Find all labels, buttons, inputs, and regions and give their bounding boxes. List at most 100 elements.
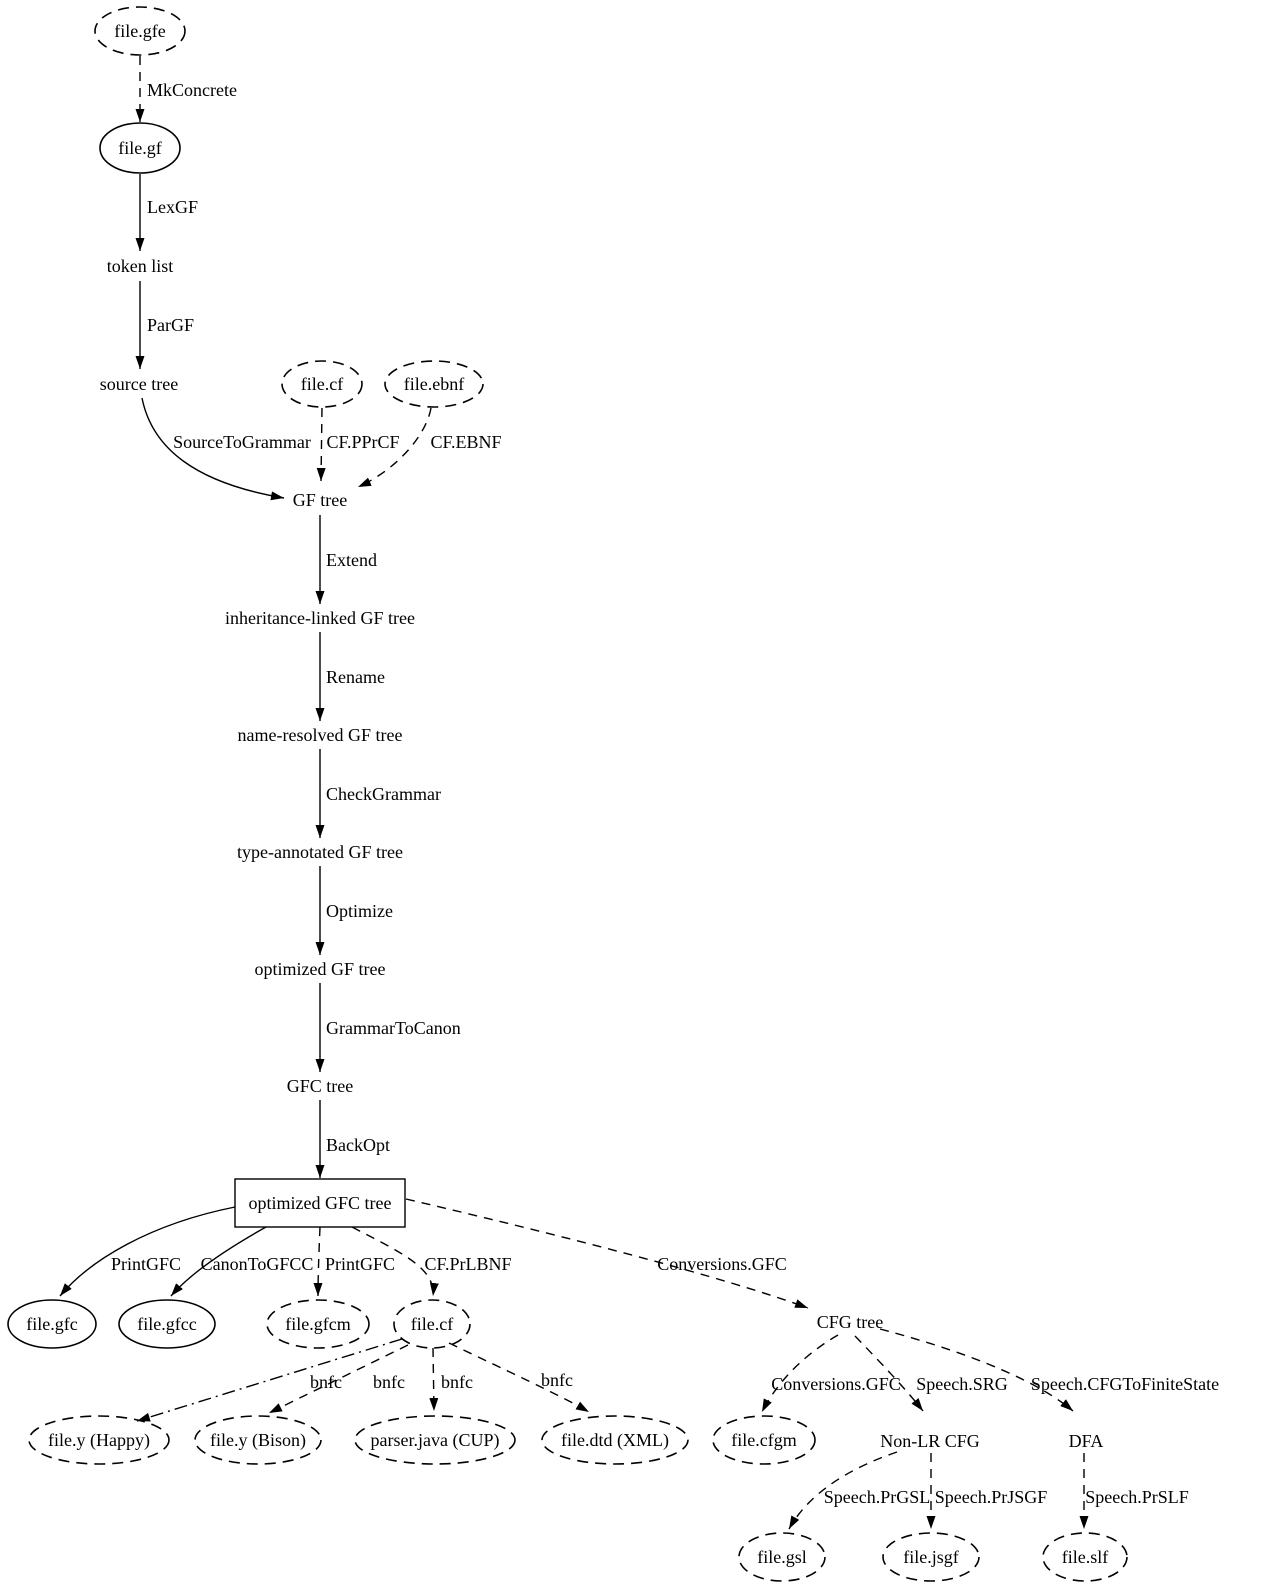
node-inheritance-linked-gf-tree: inheritance-linked GF tree <box>225 608 415 628</box>
edge-canontogfcc-line <box>170 1226 267 1297</box>
edge-bnfc-bison-label: bnfc <box>373 1372 405 1392</box>
edge-printgfc-gfc-label: PrintGFC <box>111 1254 181 1274</box>
edge-speech-prslf: Speech.PrSLF <box>1079 1453 1189 1529</box>
edge-bnfc-happy-label: bnfc <box>310 1372 342 1392</box>
edge-printgfc-gfc-line <box>59 1206 236 1297</box>
edge-sourcetogrammar-label: SourceToGrammar <box>173 432 311 452</box>
node-file-cf-input: file.cf <box>281 360 363 408</box>
node-file-gfc: file.gfc <box>7 1299 97 1349</box>
node-file-gfc-label: file.gfc <box>26 1314 77 1334</box>
edge-conversions-gfc-tree-line <box>405 1198 809 1309</box>
node-source-tree-label: source tree <box>100 374 178 394</box>
edge-bnfc-cup: bnfc <box>429 1347 473 1412</box>
node-source-tree: source tree <box>100 374 178 394</box>
edge-lexgf-label: LexGF <box>147 197 198 217</box>
edge-speech-prjsgf: Speech.PrJSGF <box>926 1453 1047 1529</box>
edge-cf-pprcf-label: CF.PPrCF <box>326 432 399 452</box>
node-file-gf-shape <box>99 122 181 174</box>
node-file-jsgf-shape <box>882 1532 980 1582</box>
edge-cf-prlbnf-line <box>351 1226 439 1297</box>
node-type-annotated-gf-tree-label: type-annotated GF tree <box>237 842 403 862</box>
edge-conversions-gfc-cfgm-line <box>761 1334 839 1413</box>
edge-cf-ebnf-label: CF.EBNF <box>430 432 501 452</box>
node-file-ebnf-shape <box>384 360 484 408</box>
node-token-list: token list <box>107 256 174 276</box>
edge-speech-srg-line <box>854 1335 924 1412</box>
edge-bnfc-happy-line <box>136 1338 403 1422</box>
edge-conversions-gfc-cfgm: Conversions.GFC <box>761 1334 901 1413</box>
node-parser-java-cup-label: parser.java (CUP) <box>371 1430 500 1451</box>
node-file-jsgf-label: file.jsgf <box>903 1547 959 1567</box>
edge-cf-prlbnf-label: CF.PrLBNF <box>424 1254 511 1274</box>
node-non-lr-cfg: Non-LR CFG <box>880 1431 980 1451</box>
edge-speech-cfgtofinitestate-line <box>879 1328 1074 1412</box>
edge-extend-label: Extend <box>326 550 377 570</box>
node-optimized-gfc-tree-shape <box>234 1178 406 1228</box>
node-file-slf-label: file.slf <box>1062 1547 1109 1567</box>
edge-sourcetogrammar: SourceToGrammar <box>141 397 311 501</box>
node-dfa: DFA <box>1069 1431 1104 1451</box>
edge-bnfc-bison-line <box>268 1344 409 1414</box>
edge-speech-cfgtofinitestate: Speech.CFGToFiniteState <box>879 1328 1219 1412</box>
node-optimized-gf-tree-label: optimized GF tree <box>255 959 386 979</box>
edge-printgfc-gfcm-label: PrintGFC <box>325 1254 395 1274</box>
node-file-dtd-xml: file.dtd (XML) <box>541 1415 689 1465</box>
node-parser-java-cup: parser.java (CUP) <box>354 1415 516 1465</box>
node-file-slf: file.slf <box>1042 1532 1128 1582</box>
edge-sourcetogrammar-line <box>141 397 285 501</box>
node-token-list-label: token list <box>107 256 174 276</box>
node-file-gf-label: file.gf <box>118 138 161 158</box>
edge-rename: Rename <box>315 632 385 721</box>
node-file-gfcm: file.gfcm <box>266 1299 370 1349</box>
node-gfc-tree: GFC tree <box>287 1076 354 1096</box>
node-file-cf-output-label: file.cf <box>411 1314 453 1334</box>
node-file-slf-shape <box>1042 1532 1128 1582</box>
node-file-dtd-xml-shape <box>541 1415 689 1465</box>
node-optimized-gfc-tree: optimized GFC tree <box>234 1178 406 1228</box>
node-file-gfcc-label: file.gfcc <box>137 1314 196 1334</box>
node-file-cf-output: file.cf <box>393 1299 471 1349</box>
node-file-gfcm-shape <box>266 1299 370 1349</box>
edge-pargf: ParGF <box>135 281 194 369</box>
edge-speech-prgsl: Speech.PrGSL <box>788 1451 931 1530</box>
edge-conversions-gfc-tree: Conversions.GFC <box>405 1198 809 1309</box>
edge-rename-label: Rename <box>326 667 385 687</box>
edge-extend: Extend <box>315 515 377 604</box>
edge-speech-prgsl-label: Speech.PrGSL <box>824 1487 931 1507</box>
node-file-cf-input-shape <box>281 360 363 408</box>
edge-conversions-gfc-cfgm-label: Conversions.GFC <box>771 1374 901 1394</box>
node-non-lr-cfg-label: Non-LR CFG <box>880 1431 980 1451</box>
node-inheritance-linked-gf-tree-label: inheritance-linked GF tree <box>225 608 415 628</box>
node-file-gfe-label: file.gfe <box>114 21 165 41</box>
edge-cf-pprcf-line <box>316 407 326 482</box>
edge-speech-prslf-label: Speech.PrSLF <box>1085 1487 1189 1507</box>
node-file-cfgm-label: file.cfgm <box>731 1430 796 1450</box>
node-file-gfe: file.gfe <box>94 6 186 56</box>
node-optimized-gf-tree: optimized GF tree <box>255 959 386 979</box>
edge-checkgrammar: CheckGrammar <box>315 749 441 838</box>
node-file-y-bison-shape <box>194 1415 322 1465</box>
node-file-y-bison-label: file.y (Bison) <box>210 1430 306 1451</box>
node-file-ebnf-label: file.ebnf <box>404 374 464 394</box>
edge-printgfc-gfc: PrintGFC <box>59 1206 236 1297</box>
edge-pargf-label: ParGF <box>147 315 194 335</box>
edge-speech-prgsl-line <box>788 1451 898 1530</box>
node-file-cfgm: file.cfgm <box>712 1415 816 1465</box>
node-file-cf-input-label: file.cf <box>301 374 343 394</box>
node-gfc-tree-label: GFC tree <box>287 1076 354 1096</box>
node-cfg-tree: CFG tree <box>817 1312 884 1332</box>
edge-bnfc-cup-label: bnfc <box>441 1372 473 1392</box>
node-dfa-label: DFA <box>1069 1431 1104 1451</box>
edge-optimize-label: Optimize <box>326 901 393 921</box>
edge-printgfc-gfcm-line <box>313 1226 323 1297</box>
node-file-y-happy: file.y (Happy) <box>28 1415 170 1465</box>
edge-mkconcrete-label: MkConcrete <box>147 80 237 100</box>
node-file-gsl: file.gsl <box>738 1532 826 1582</box>
node-parser-java-cup-shape <box>354 1415 516 1465</box>
node-file-gfcm-label: file.gfcm <box>285 1314 350 1334</box>
node-file-gfc-shape <box>7 1299 97 1349</box>
edge-cf-ebnf-line <box>357 407 432 488</box>
edge-optimize: Optimize <box>315 866 393 955</box>
